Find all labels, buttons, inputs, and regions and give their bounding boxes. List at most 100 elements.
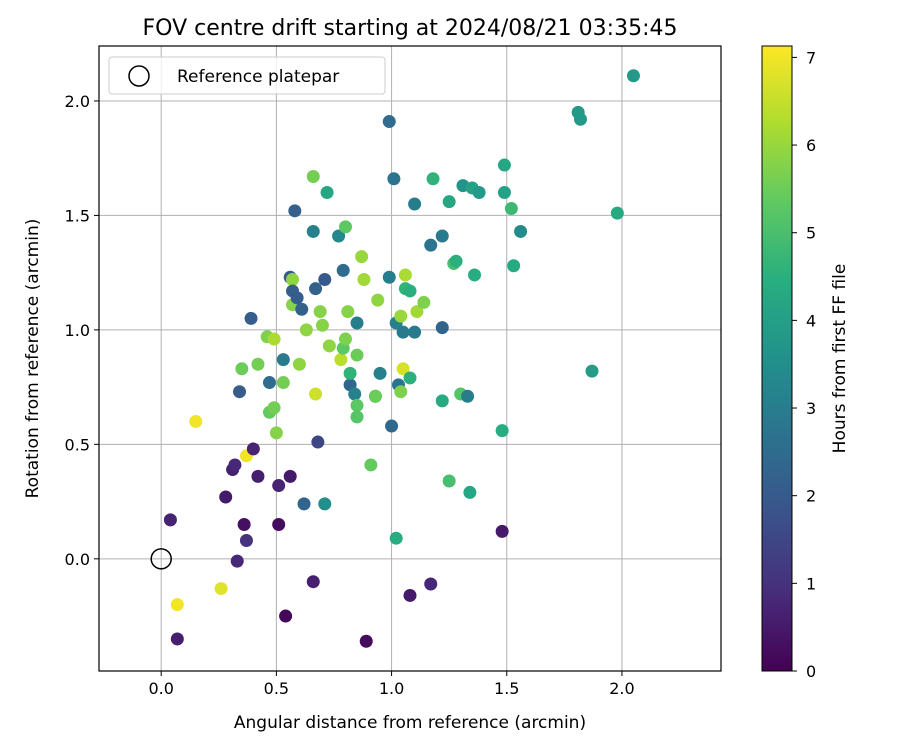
data-point <box>170 598 184 612</box>
data-point <box>495 524 509 538</box>
data-point <box>338 332 352 346</box>
data-point <box>389 531 403 545</box>
data-point <box>311 435 325 449</box>
plot-area <box>99 46 721 671</box>
data-point <box>348 387 362 401</box>
data-point <box>272 517 286 531</box>
data-point <box>239 534 253 548</box>
data-point <box>359 634 373 648</box>
data-point <box>214 582 228 596</box>
data-point <box>276 376 290 390</box>
data-point <box>396 325 410 339</box>
data-point <box>309 282 323 296</box>
data-point <box>382 270 396 284</box>
data-point <box>585 364 599 378</box>
data-point <box>350 410 364 424</box>
x-tick-label: 1.5 <box>494 679 519 698</box>
data-point <box>371 293 385 307</box>
data-point <box>364 458 378 472</box>
data-point <box>403 371 417 385</box>
colorbar-tick-label: 4 <box>806 311 816 330</box>
y-tick-label: 0.0 <box>65 550 90 569</box>
y-tick-label: 1.5 <box>65 206 90 225</box>
data-point <box>357 273 371 287</box>
data-point <box>410 305 424 319</box>
data-point <box>279 609 293 623</box>
data-point <box>233 385 247 399</box>
x-axis-ticks: 0.0 0.5 1.0 1.5 2.0 <box>148 671 635 698</box>
data-point <box>313 305 327 319</box>
colorbar-tick-label: 0 <box>806 662 816 681</box>
plot-frame <box>98 45 722 672</box>
data-point <box>315 318 329 332</box>
data-point <box>435 394 449 408</box>
data-point <box>290 291 304 305</box>
colorbar-tick-label: 3 <box>806 399 816 418</box>
colorbar: 0 1 2 3 4 5 6 7 Hours from first FF file <box>761 45 850 681</box>
data-point <box>355 250 369 264</box>
data-point <box>394 385 408 399</box>
colorbar-ticks: 0 1 2 3 4 5 6 7 <box>792 48 816 681</box>
data-point <box>435 229 449 243</box>
data-point <box>251 357 265 371</box>
data-point <box>163 513 177 527</box>
legend-marker-icon <box>128 65 150 87</box>
colorbar-tick-label: 5 <box>806 224 816 243</box>
grid-lines <box>99 46 721 671</box>
colorbar-gradient <box>761 45 793 672</box>
data-point <box>408 197 422 211</box>
data-point <box>497 186 511 200</box>
data-point <box>398 268 412 282</box>
data-point <box>269 426 283 440</box>
data-point <box>626 69 640 83</box>
data-point <box>272 479 286 493</box>
y-axis-ticks: 0.0 0.5 1.0 1.5 2.0 <box>65 92 99 569</box>
data-point <box>350 348 364 362</box>
data-point <box>424 577 438 591</box>
data-point <box>514 224 528 238</box>
data-point <box>267 332 281 346</box>
data-point <box>350 316 364 330</box>
data-point <box>283 469 297 483</box>
data-point <box>322 339 336 353</box>
data-point <box>306 169 320 183</box>
data-point <box>610 206 624 220</box>
x-tick-label: 0.5 <box>264 679 289 698</box>
data-point <box>341 305 355 319</box>
colorbar-tick-label: 1 <box>806 574 816 593</box>
data-point <box>246 442 260 456</box>
data-point <box>276 353 290 367</box>
legend: Reference platepar <box>108 56 386 95</box>
data-point <box>442 195 456 209</box>
data-point <box>497 158 511 172</box>
data-point <box>403 284 417 298</box>
data-point <box>573 112 587 126</box>
data-point <box>343 366 357 380</box>
data-point <box>334 353 348 367</box>
data-point <box>288 204 302 218</box>
legend-entry-label: Reference platepar <box>177 67 339 87</box>
data-point <box>219 490 233 504</box>
data-point <box>504 202 518 216</box>
data-point <box>403 588 417 602</box>
colorbar-tick-label: 7 <box>806 48 816 67</box>
data-point <box>244 311 258 325</box>
data-point <box>442 474 456 488</box>
data-point <box>396 362 410 376</box>
data-point <box>237 517 251 531</box>
y-tick-label: 0.5 <box>65 435 90 454</box>
data-point <box>368 389 382 403</box>
data-point <box>350 398 364 412</box>
data-point <box>306 224 320 238</box>
data-point <box>495 424 509 438</box>
data-point <box>189 414 203 428</box>
data-point <box>382 115 396 129</box>
data-point <box>170 632 184 646</box>
data-point <box>320 186 334 200</box>
data-point <box>468 268 482 282</box>
y-axis-label: Rotation from reference (arcmin) <box>23 219 43 499</box>
data-point <box>435 321 449 335</box>
data-point <box>385 419 399 433</box>
x-tick-label: 0.0 <box>148 679 173 698</box>
